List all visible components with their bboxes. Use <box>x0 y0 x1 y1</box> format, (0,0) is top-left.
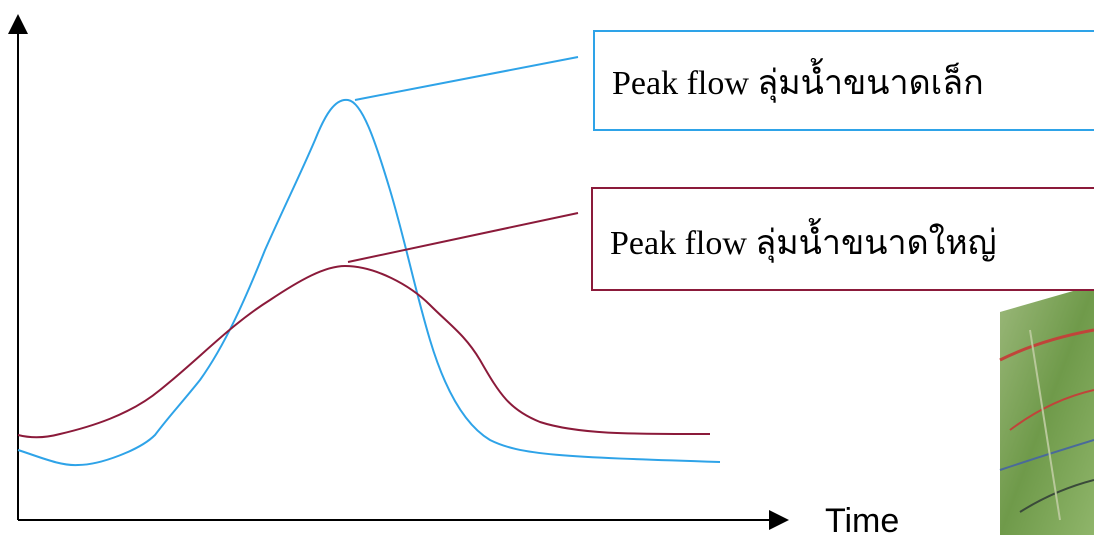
callout-leader <box>355 57 578 100</box>
x-axis-label: Time <box>825 502 899 535</box>
callout-leader <box>348 213 578 262</box>
diagram: Time Peak flow ลุ่มน้ำขนาดเล็ก Peak flow… <box>0 0 1094 535</box>
callout-label: Peak flow ลุ่มน้ำขนาดเล็ก <box>612 58 984 103</box>
callout-label: Peak flow ลุ่มน้ำขนาดใหญ่ <box>610 218 997 263</box>
photo <box>1000 285 1094 535</box>
large-basin-hydrograph <box>18 266 710 437</box>
